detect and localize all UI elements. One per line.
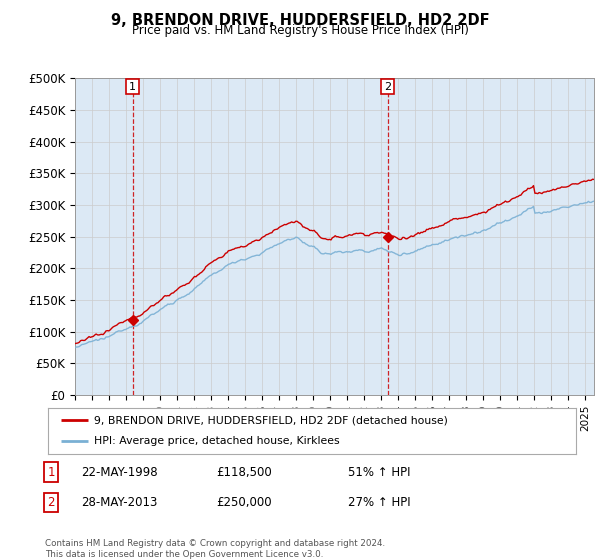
Text: 2: 2 — [47, 496, 55, 509]
Text: 27% ↑ HPI: 27% ↑ HPI — [348, 496, 410, 509]
Text: 9, BRENDON DRIVE, HUDDERSFIELD, HD2 2DF: 9, BRENDON DRIVE, HUDDERSFIELD, HD2 2DF — [110, 13, 490, 28]
Text: HPI: Average price, detached house, Kirklees: HPI: Average price, detached house, Kirk… — [94, 436, 340, 446]
Text: Price paid vs. HM Land Registry's House Price Index (HPI): Price paid vs. HM Land Registry's House … — [131, 24, 469, 37]
Text: £118,500: £118,500 — [216, 465, 272, 479]
Text: 2: 2 — [384, 82, 391, 92]
Text: £250,000: £250,000 — [216, 496, 272, 509]
Text: 1: 1 — [47, 465, 55, 479]
Text: 22-MAY-1998: 22-MAY-1998 — [81, 465, 158, 479]
Text: 51% ↑ HPI: 51% ↑ HPI — [348, 465, 410, 479]
Text: 9, BRENDON DRIVE, HUDDERSFIELD, HD2 2DF (detached house): 9, BRENDON DRIVE, HUDDERSFIELD, HD2 2DF … — [94, 415, 448, 425]
Text: 28-MAY-2013: 28-MAY-2013 — [81, 496, 157, 509]
Text: 1: 1 — [129, 82, 136, 92]
Text: Contains HM Land Registry data © Crown copyright and database right 2024.
This d: Contains HM Land Registry data © Crown c… — [45, 539, 385, 559]
